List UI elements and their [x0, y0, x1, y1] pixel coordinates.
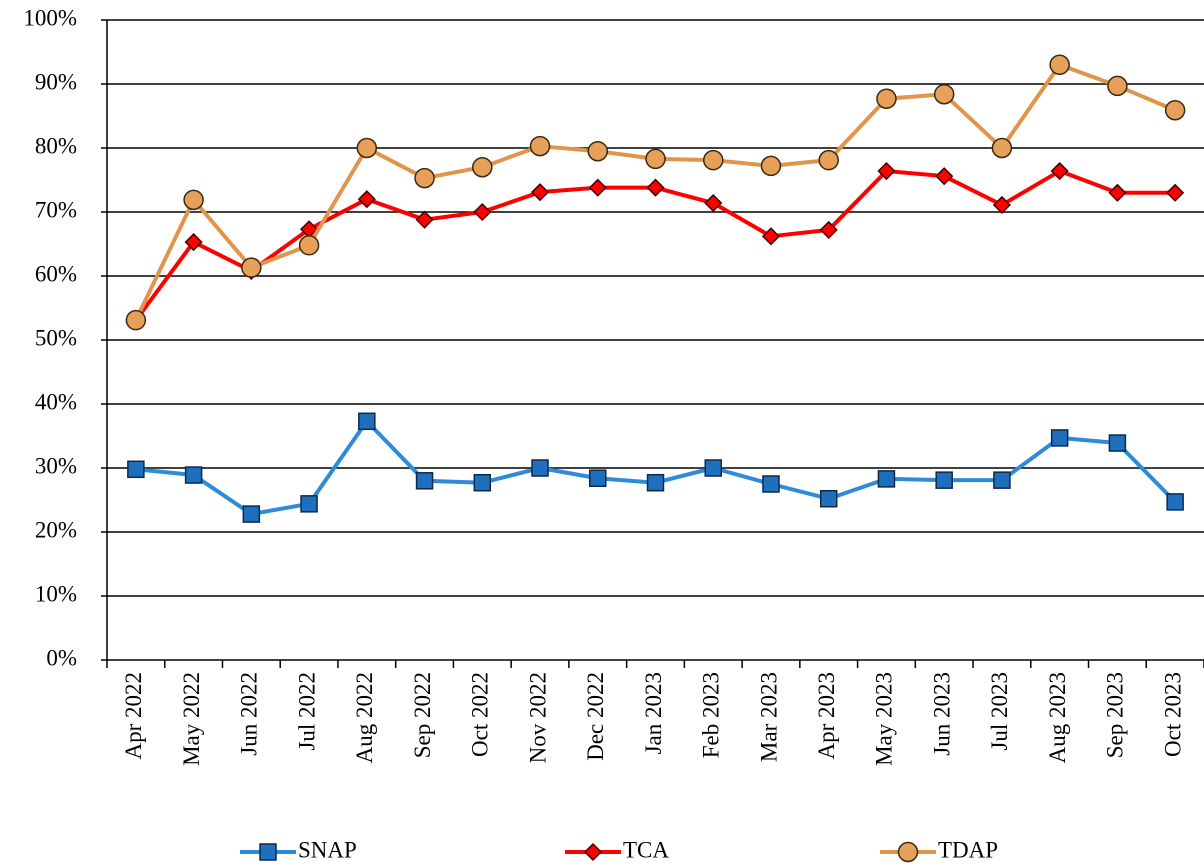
data-point [993, 471, 1011, 489]
data-point [1107, 75, 1128, 97]
data-point [935, 471, 953, 489]
data-point [819, 220, 838, 239]
data-point [473, 202, 492, 222]
data-point [1050, 161, 1069, 181]
data-point [992, 195, 1011, 215]
data-point [529, 135, 551, 157]
x-tick-label: Oct 2023 [1160, 672, 1185, 757]
legend-label: TDAP [938, 837, 998, 862]
x-tick-label: Sep 2022 [410, 672, 435, 758]
data-point [241, 257, 262, 278]
x-tick-label: Apr 2023 [814, 672, 839, 760]
legend-label: TCA [623, 837, 669, 862]
y-tick-label: 70% [35, 197, 77, 222]
x-tick-label: May 2022 [179, 672, 204, 766]
x-tick-label: Dec 2022 [583, 672, 608, 761]
data-point [761, 227, 781, 246]
data-point [588, 178, 607, 197]
data-point [531, 459, 549, 477]
y-tick-label: 20% [35, 517, 77, 542]
x-tick-label: Aug 2022 [352, 672, 377, 763]
y-tick-label: 10% [35, 581, 77, 606]
data-point [356, 137, 378, 159]
data-point [1164, 99, 1186, 121]
data-point [530, 183, 550, 202]
data-point [876, 88, 897, 109]
y-tick-label: 40% [35, 389, 77, 414]
x-tick-label: Jun 2022 [237, 672, 262, 756]
x-tick-label: Jan 2023 [641, 672, 666, 754]
x-tick-label: Aug 2023 [1045, 672, 1070, 763]
data-point [646, 473, 665, 492]
x-tick-label: Nov 2022 [525, 672, 550, 763]
x-tick-label: Mar 2023 [756, 672, 781, 762]
data-point [818, 149, 839, 171]
data-point [184, 233, 203, 252]
data-point [357, 190, 376, 209]
y-tick-label: 50% [35, 325, 77, 350]
data-point [183, 189, 204, 211]
data-point [1049, 54, 1070, 76]
x-tick-label: Oct 2022 [468, 672, 493, 757]
x-tick-label: Sep 2023 [1103, 672, 1128, 758]
x-tick-label: Feb 2023 [699, 672, 724, 758]
legend-marker [897, 841, 919, 863]
legend-marker [259, 843, 277, 861]
data-point [702, 149, 724, 171]
data-point [415, 472, 434, 490]
data-point [646, 178, 665, 197]
y-tick-label: 90% [35, 69, 77, 94]
x-tick-label: Jul 2023 [987, 672, 1012, 751]
y-tick-label: 60% [35, 261, 77, 286]
data-point [589, 469, 607, 487]
data-point [704, 459, 722, 477]
data-point [991, 137, 1013, 159]
data-point [472, 156, 493, 178]
data-point [819, 489, 838, 508]
x-tick-label: Jul 2022 [294, 672, 319, 751]
data-point [935, 167, 954, 186]
x-tick-label: Jun 2023 [929, 672, 954, 756]
data-point [300, 495, 318, 513]
data-point [358, 412, 376, 431]
y-tick-label: 0% [46, 645, 77, 670]
data-point [414, 167, 435, 189]
x-tick-label: Apr 2022 [121, 672, 146, 760]
data-point [933, 83, 955, 105]
data-point [587, 140, 609, 162]
y-tick-label: 30% [35, 453, 77, 478]
data-point [473, 473, 492, 492]
data-point [242, 505, 261, 523]
data-point [125, 309, 147, 331]
data-point [760, 155, 782, 177]
data-point [1166, 493, 1184, 511]
data-point [704, 193, 723, 213]
data-point [127, 460, 145, 479]
x-tick-label: May 2023 [872, 672, 897, 766]
data-point [762, 475, 780, 493]
data-point [877, 470, 896, 488]
legend-label: SNAP [298, 837, 357, 862]
data-point [184, 466, 203, 484]
data-point [1108, 434, 1127, 452]
data-point [415, 210, 434, 229]
y-tick-label: 80% [35, 133, 77, 158]
data-point [645, 148, 666, 170]
y-tick-label: 100% [23, 5, 77, 30]
data-point [877, 161, 896, 181]
legend-marker [583, 842, 603, 862]
data-point [1050, 429, 1069, 447]
data-point [1166, 183, 1185, 202]
data-point [298, 235, 320, 256]
data-point [1108, 183, 1127, 202]
